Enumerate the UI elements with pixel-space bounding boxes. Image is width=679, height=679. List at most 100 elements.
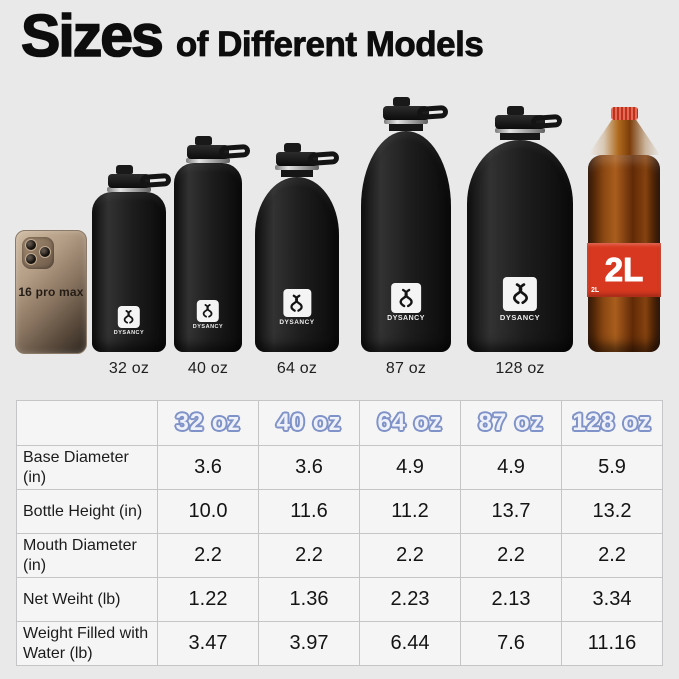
bottle-cap (187, 136, 251, 160)
phone: 16 pro max (15, 230, 87, 354)
bottle-size-label: 32 oz (108, 360, 150, 377)
value-cell: 2.2 (258, 533, 360, 578)
steel-band (186, 158, 230, 163)
page-title: Sizes of Different Models (20, 2, 484, 70)
bottle-cap (108, 165, 172, 189)
steel-band (495, 128, 545, 133)
bottle-body: DYSANCY (255, 177, 339, 352)
title-subtitle: of Different Models (175, 25, 484, 65)
dysancy-logo-icon (118, 306, 140, 328)
bottle-neck (499, 133, 541, 140)
cola-body: 2L 2L (587, 155, 661, 352)
cap-handle (218, 143, 251, 160)
value-cell: 3.34 (561, 577, 663, 622)
bottle-cap (495, 106, 563, 130)
dysancy-logo-icon (503, 277, 537, 311)
column-header-87oz: 87 oz (460, 400, 562, 446)
steel-band (107, 187, 151, 192)
bottle-neck (281, 170, 313, 177)
bottle-body: DYSANCY (174, 163, 242, 352)
value-cell: 1.22 (157, 577, 259, 622)
cap-handle (307, 150, 340, 167)
table-row: Base Diameter (in) 3.6 3.6 4.9 4.9 5.9 (16, 445, 663, 490)
dysancy-logo: DYSANCY (387, 283, 425, 322)
phone-label: 16 pro max (18, 285, 84, 299)
value-cell: 2.13 (460, 577, 562, 622)
dysancy-logo-icon (282, 289, 311, 317)
column-header-32oz: 32 oz (157, 400, 259, 446)
bottle-neck (388, 124, 424, 131)
table-row: Bottle Height (in) 10.0 11.6 11.2 13.7 1… (16, 489, 663, 534)
cap-spout (506, 106, 524, 115)
value-cell: 3.97 (258, 621, 360, 666)
dysancy-logo: DYSANCY (193, 300, 223, 330)
steel-band (275, 165, 319, 170)
column-header-40oz: 40 oz (258, 400, 360, 446)
dysancy-logo: DYSANCY (500, 277, 540, 322)
brand-name: DYSANCY (192, 324, 224, 330)
dysancy-logo: DYSANCY (114, 306, 144, 336)
value-cell: 3.47 (157, 621, 259, 666)
size-comparison-table: 32 oz 40 oz 64 oz 87 oz 128 oz Base Diam… (16, 400, 663, 666)
value-cell: 3.6 (157, 445, 259, 490)
dysancy-logo-icon (197, 300, 219, 322)
cola-volume-text: 2L (604, 251, 644, 289)
row-label: Bottle Height (in) (16, 489, 158, 534)
value-cell: 4.9 (460, 445, 562, 490)
value-cell: 1.36 (258, 577, 360, 622)
bottle-size-label: 128 oz (495, 360, 545, 377)
cap-spout (283, 143, 301, 152)
cola-label: 2L 2L (587, 243, 661, 297)
bottle-cap (383, 97, 449, 121)
bottle-128oz: DYSANCY (467, 106, 573, 352)
bottle-32oz: DYSANCY (92, 165, 172, 352)
value-cell: 2.2 (157, 533, 259, 578)
bottle-body: DYSANCY (361, 131, 451, 352)
bottle-body: DYSANCY (92, 192, 166, 352)
table-row: Net Weiht (lb) 1.22 1.36 2.23 2.13 3.34 (16, 577, 663, 622)
row-label: Net Weiht (lb) (16, 577, 158, 622)
value-cell: 11.6 (258, 489, 360, 534)
cap-lid (187, 145, 229, 159)
value-cell: 2.2 (561, 533, 663, 578)
bottle-size-label: 64 oz (276, 360, 318, 377)
phone-camera-icon (22, 237, 54, 269)
table-header-row: 32 oz 40 oz 64 oz 87 oz 128 oz (16, 400, 663, 446)
brand-name: DYSANCY (279, 319, 315, 326)
column-header-128oz: 128 oz (561, 400, 663, 446)
value-cell: 2.2 (460, 533, 562, 578)
bottle-64oz: DYSANCY (255, 143, 340, 352)
steel-band (384, 119, 428, 124)
value-cell: 2.23 (359, 577, 461, 622)
cap-handle (530, 113, 563, 130)
table-row: Weight Filled with Water (lb) 3.47 3.97 … (16, 621, 663, 666)
brand-name: DYSANCY (499, 313, 541, 322)
value-cell: 4.9 (359, 445, 461, 490)
row-label: Base Diameter (in) (16, 445, 158, 490)
value-cell: 7.6 (460, 621, 562, 666)
value-cell: 13.7 (460, 489, 562, 534)
cap-spout (115, 165, 133, 174)
camera-lens-icon (25, 239, 37, 251)
camera-lens-icon (39, 246, 51, 258)
value-cell: 10.0 (157, 489, 259, 534)
cola-volume-small-text: 2L (591, 287, 600, 294)
value-cell: 11.16 (561, 621, 663, 666)
cap-spout (392, 97, 410, 106)
cap-lid (495, 115, 545, 129)
value-cell: 11.2 (359, 489, 461, 534)
bottle-cap (276, 143, 340, 167)
cap-handle (416, 104, 449, 121)
camera-lens-icon (25, 253, 37, 265)
value-cell: 6.44 (359, 621, 461, 666)
table-corner-cell (16, 400, 158, 446)
cap-lid (276, 152, 318, 166)
bottle-size-label: 87 oz (385, 360, 427, 377)
row-label: Mouth Diameter (in) (16, 533, 158, 578)
bottle-body: DYSANCY (467, 140, 573, 352)
bottle-40oz: DYSANCY (174, 136, 251, 352)
value-cell: 5.9 (561, 445, 663, 490)
value-cell: 3.6 (258, 445, 360, 490)
bottle-87oz: DYSANCY (361, 97, 451, 352)
table-row: Mouth Diameter (in) 2.2 2.2 2.2 2.2 2.2 (16, 533, 663, 578)
